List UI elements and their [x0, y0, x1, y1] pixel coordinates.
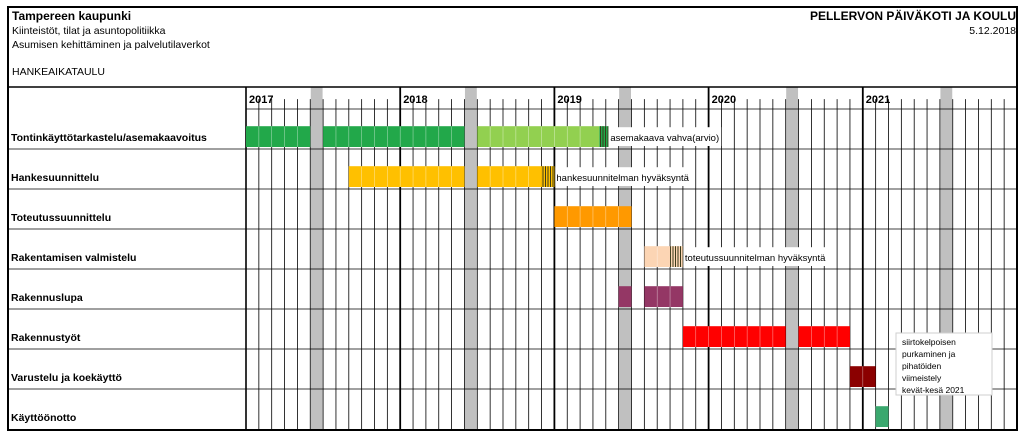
task-bar: [644, 286, 683, 307]
task-bar-hatch: [541, 166, 555, 187]
milestone-note-bg: [609, 127, 722, 146]
milestone-note: toteutussuunnitelman hyväksyntä: [685, 253, 826, 264]
task-bar: [875, 406, 889, 427]
milestone-note-bg: [555, 167, 691, 186]
milestone-note-bg: [683, 247, 828, 266]
project-title: PELLERVON PÄIVÄKOTI JA KOULU: [809, 9, 1016, 23]
task-bar: [618, 286, 632, 307]
org-unit-2: Asumisen kehittäminen ja palvelutilaverk…: [12, 39, 210, 51]
grey-column-4: [940, 87, 953, 429]
grey-column-0: [310, 87, 323, 429]
task-label: Rakentamisen valmistelu: [11, 252, 136, 264]
task-bar: [246, 126, 311, 147]
task-bar-hatch: [670, 246, 683, 267]
org-name: Tampereen kaupunki: [12, 9, 132, 23]
milestone-note: hankesuunnitelman hyväksyntä: [556, 173, 689, 184]
task-label: Käyttöönotto: [11, 412, 76, 424]
task-bar: [323, 126, 465, 147]
year-label-2019: 2019: [557, 94, 581, 106]
year-label-2020: 2020: [712, 94, 736, 106]
milestone-note: asemakaava vahva(arvio): [610, 133, 719, 144]
task-bar: [348, 166, 465, 187]
task-label: Hankesuunnittelu: [11, 172, 99, 184]
doc-date: 5.12.2018: [969, 25, 1016, 37]
task-label: Toteutussuunnittelu: [11, 212, 111, 224]
grey-column-1: [464, 87, 477, 429]
task-bar: [477, 126, 600, 147]
task-bar: [477, 166, 542, 187]
callout-box: [895, 332, 993, 396]
task-bar-hatch: [599, 126, 609, 147]
org-unit-1: Kiinteistöt, tilat ja asuntopolitiikka: [12, 25, 166, 37]
task-label: Varustelu ja koekäyttö: [11, 372, 122, 384]
page-frame: [7, 6, 1018, 431]
task-label: Rakennustyöt: [11, 332, 81, 344]
doc-type: HANKEAIKATAULU: [12, 66, 105, 78]
year-label-2017: 2017: [249, 94, 273, 106]
task-label: Rakennuslupa: [11, 292, 83, 304]
grey-column-2: [619, 87, 631, 429]
year-label-2018: 2018: [403, 94, 427, 106]
callout-text: siirtokelpoisen purkaminen ja pihatöiden vi…: [902, 337, 965, 395]
year-label-2021: 2021: [866, 94, 890, 106]
task-label: Tontinkäyttötarkastelu/asemakaavoitus: [11, 132, 207, 144]
